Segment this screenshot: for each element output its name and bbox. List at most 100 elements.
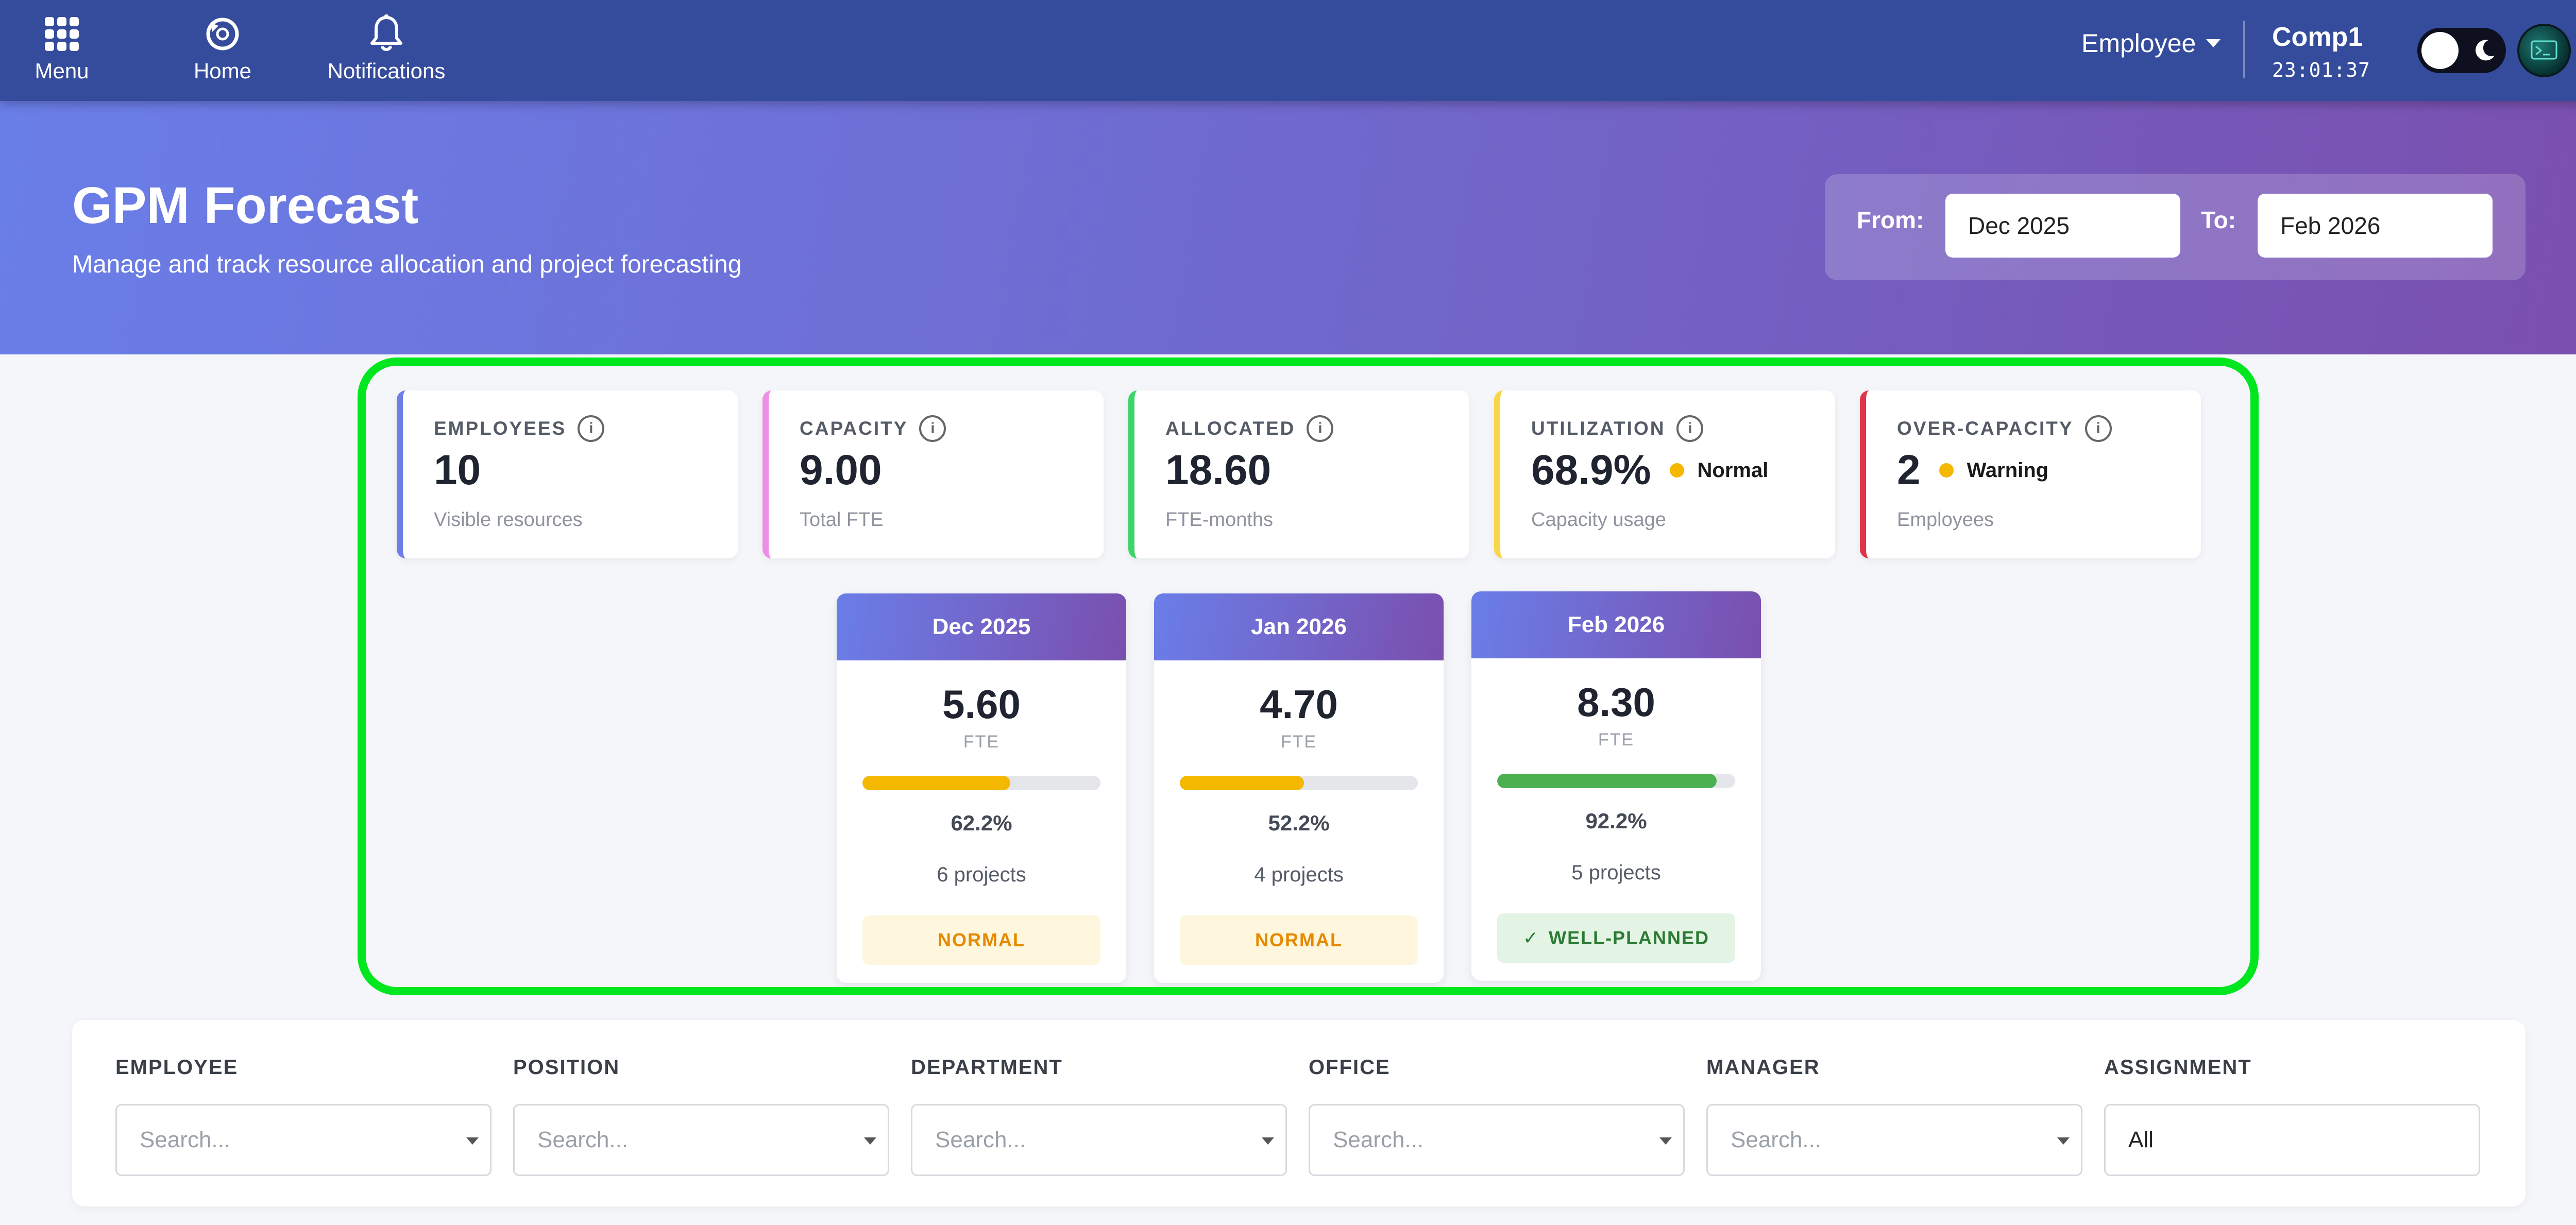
- info-icon[interactable]: i: [1307, 415, 1334, 442]
- info-icon[interactable]: i: [578, 415, 605, 442]
- kpi-label: UTILIZATION: [1531, 418, 1666, 439]
- kpi-label: CAPACITY: [800, 418, 908, 439]
- kpi-value: 18.60: [1165, 447, 1272, 494]
- filter-office: OFFICE Search...: [1309, 1056, 1685, 1176]
- utilization-progress-bar: [1180, 776, 1418, 790]
- utilization-progress-bar: [862, 776, 1100, 790]
- kpi-card-allocated: ALLOCATED i 18.60 FTE-months: [1128, 390, 1469, 558]
- project-count: 4 projects: [1254, 863, 1344, 886]
- month-card-jan-2026[interactable]: Jan 2026 4.70 FTE 52.2% 4 projects NORMA…: [1154, 593, 1444, 983]
- page-subtitle: Manage and track resource allocation and…: [72, 251, 742, 278]
- project-count: 6 projects: [937, 863, 1026, 886]
- month-card-header: Dec 2025: [837, 593, 1126, 660]
- kpi-value: 68.9%: [1531, 447, 1651, 494]
- filter-label: OFFICE: [1309, 1056, 1391, 1079]
- kpi-subtext: Capacity usage: [1531, 509, 1666, 531]
- home-refresh-icon: [203, 13, 242, 55]
- dropdown-caret-icon: [466, 1137, 479, 1145]
- month-status-badge: ✓ WELL-PLANNED: [1497, 913, 1735, 963]
- filter-position: POSITION Search...: [513, 1056, 889, 1176]
- utilization-progress-fill: [862, 776, 1011, 790]
- filter-label: MANAGER: [1706, 1056, 1820, 1079]
- date-range-picker: From: Dec 2025 To: Feb 2026: [1825, 174, 2526, 280]
- dropdown-caret-icon: [1659, 1137, 1672, 1145]
- kpi-label: ALLOCATED: [1165, 418, 1296, 439]
- page-header-banner: GPM Forecast Manage and track resource a…: [0, 101, 2576, 354]
- info-icon[interactable]: i: [2084, 415, 2112, 442]
- month-fte-value: 4.70: [1260, 682, 1338, 727]
- manager-search-select[interactable]: Search...: [1706, 1104, 2082, 1176]
- clock-display: 23:01:37: [2272, 59, 2371, 81]
- role-value: Employee: [2081, 29, 2196, 58]
- kpi-card-utilization: UTILIZATION i 68.9% Normal Capacity usage: [1494, 390, 1835, 558]
- avatar-image-icon: [2531, 40, 2557, 60]
- user-avatar[interactable]: [2517, 24, 2571, 77]
- month-fte-unit: FTE: [963, 732, 1000, 752]
- filter-manager: MANAGER Search...: [1706, 1056, 2082, 1176]
- status-badge-label: Warning: [1967, 458, 2049, 482]
- project-count: 5 projects: [1571, 861, 1661, 884]
- month-card-dec-2025[interactable]: Dec 2025 5.60 FTE 62.2% 6 projects NORMA…: [837, 593, 1126, 983]
- department-search-select[interactable]: Search...: [911, 1104, 1287, 1176]
- company-name: Comp1: [2272, 22, 2363, 52]
- month-status-badge: NORMAL: [862, 915, 1100, 965]
- status-badge-label: Normal: [1697, 458, 1769, 482]
- kpi-card-over-capacity: OVER-CAPACITY i 2 Warning Employees: [1860, 390, 2201, 558]
- filter-employee: EMPLOYEE Search...: [115, 1056, 492, 1176]
- dark-mode-toggle[interactable]: [2417, 28, 2506, 73]
- filter-department: DEPARTMENT Search...: [911, 1056, 1287, 1176]
- filter-label: EMPLOYEE: [115, 1056, 239, 1079]
- from-month-input[interactable]: Dec 2025: [1945, 194, 2180, 258]
- kpi-subtext: FTE-months: [1165, 509, 1274, 531]
- office-search-select[interactable]: Search...: [1309, 1104, 1685, 1176]
- from-label: From:: [1857, 207, 1924, 233]
- to-month-input[interactable]: Feb 2026: [2258, 194, 2493, 258]
- month-status-label: WELL-PLANNED: [1549, 927, 1710, 948]
- notifications-label: Notifications: [327, 59, 446, 83]
- to-label: To:: [2201, 207, 2236, 233]
- month-card-feb-2026[interactable]: Feb 2026 8.30 FTE 92.2% 5 projects ✓ WEL…: [1471, 591, 1761, 981]
- kpi-card-employees: EMPLOYEES i 10 Visible resources: [397, 390, 738, 558]
- moon-icon: [2476, 40, 2495, 61]
- utilization-percent: 62.2%: [951, 811, 1012, 835]
- top-navigation-bar: Menu Home Notifications Employee Comp1 2…: [0, 0, 2576, 101]
- filter-panel: EMPLOYEE Search... POSITION Search... DE…: [72, 1020, 2526, 1206]
- position-search-select[interactable]: Search...: [513, 1104, 889, 1176]
- kpi-label: OVER-CAPACITY: [1897, 418, 2074, 439]
- filter-assignment: ASSIGNMENT All: [2104, 1056, 2480, 1176]
- grid-menu-icon: [44, 13, 80, 55]
- status-badge: Warning: [1939, 458, 2049, 482]
- month-card-header: Feb 2026: [1471, 591, 1761, 658]
- checkmark-icon: ✓: [1522, 927, 1540, 948]
- utilization-progress-fill: [1497, 774, 1717, 788]
- month-fte-value: 5.60: [942, 682, 1021, 727]
- home-label: Home: [193, 59, 252, 83]
- home-button[interactable]: Home: [181, 13, 264, 86]
- info-icon[interactable]: i: [919, 415, 946, 442]
- employee-search-select[interactable]: Search...: [115, 1104, 492, 1176]
- assignment-select[interactable]: All: [2104, 1104, 2480, 1176]
- info-icon[interactable]: i: [1676, 415, 1704, 442]
- utilization-percent: 92.2%: [1585, 809, 1647, 833]
- status-badge: Normal: [1669, 458, 1769, 482]
- nav-divider: [2243, 21, 2245, 78]
- kpi-value: 2: [1897, 447, 1921, 494]
- filter-label: POSITION: [513, 1056, 620, 1079]
- status-dot-icon: [1669, 463, 1684, 478]
- kpi-subtext: Employees: [1897, 509, 1994, 531]
- menu-button[interactable]: Menu: [21, 13, 103, 86]
- month-status-label: NORMAL: [938, 929, 1025, 950]
- month-card-header: Jan 2026: [1154, 593, 1444, 660]
- kpi-subtext: Visible resources: [434, 509, 583, 531]
- kpi-subtext: Total FTE: [800, 509, 884, 531]
- kpi-card-capacity: CAPACITY i 9.00 Total FTE: [762, 390, 1104, 558]
- utilization-percent: 52.2%: [1268, 811, 1330, 835]
- role-dropdown[interactable]: Employee: [2081, 24, 2221, 63]
- notifications-button[interactable]: Notifications: [314, 13, 459, 86]
- utilization-progress-bar: [1497, 774, 1735, 788]
- kpi-label: EMPLOYEES: [434, 418, 567, 439]
- menu-label: Menu: [35, 59, 89, 83]
- company-info: Comp1 23:01:37: [2272, 22, 2370, 81]
- month-fte-unit: FTE: [1598, 730, 1635, 750]
- page-title: GPM Forecast: [72, 177, 419, 234]
